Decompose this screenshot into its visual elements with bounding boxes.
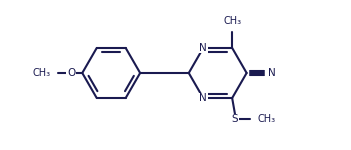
Text: N: N	[199, 43, 207, 53]
Text: CH₃: CH₃	[258, 114, 276, 124]
Text: S: S	[232, 114, 238, 124]
Text: N: N	[267, 68, 275, 78]
Text: CH₃: CH₃	[33, 68, 51, 78]
Text: N: N	[199, 93, 207, 103]
Text: O: O	[67, 68, 75, 78]
Text: CH₃: CH₃	[223, 16, 241, 26]
